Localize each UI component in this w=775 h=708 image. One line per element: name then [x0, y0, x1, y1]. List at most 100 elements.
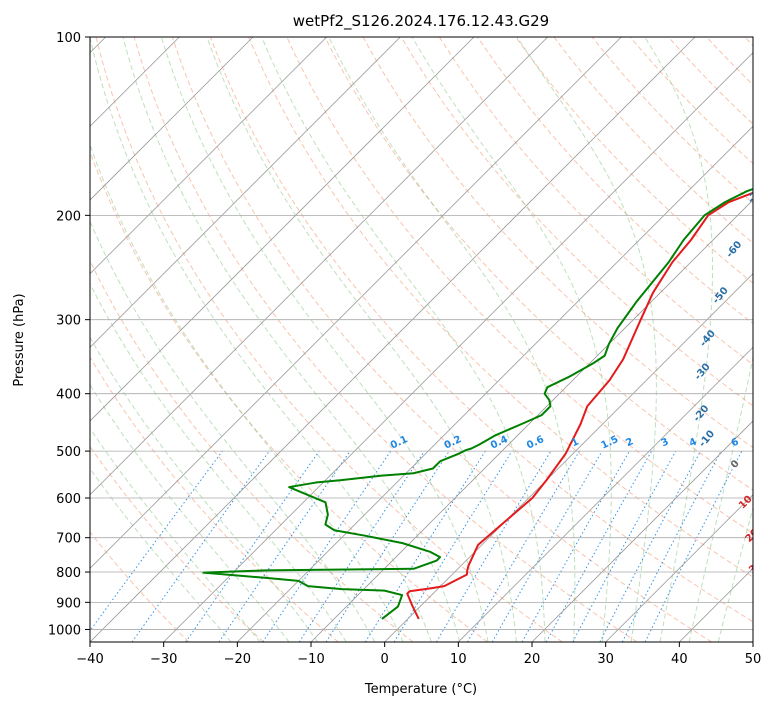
- moist-adiabat-line: [206, 37, 517, 642]
- moist-adiabat-line: [328, 37, 576, 642]
- dry-adiabat-line: [90, 150, 488, 642]
- mixing-ratio-line: [599, 450, 701, 642]
- moist-adiabat-line: [90, 383, 290, 642]
- x-axis: −40 −30 −20 −10 0 10 20 30 40 50: [76, 642, 761, 667]
- moist-adiabat-line: [90, 282, 347, 642]
- chart-title: wetPf2_S126.2024.176.12.43.G29: [293, 12, 549, 31]
- dry-adiabat-label: -80: [766, 141, 775, 162]
- mixing-ratio-label: 4: [688, 436, 699, 449]
- isotherm-gridline: [163, 52, 753, 642]
- y-tick-label: 700: [56, 532, 81, 547]
- y-tick-label: 400: [56, 388, 81, 403]
- x-tick-label: −20: [224, 652, 251, 667]
- temperature-line: [406, 191, 753, 620]
- mixing-ratio-line: [90, 450, 223, 632]
- dry-adiabat-line: [210, 37, 753, 623]
- mixing-ratio-label: 0.1: [389, 434, 410, 451]
- y-tick-label: 600: [56, 492, 81, 507]
- moist-adiabat-label: 10: [737, 494, 755, 512]
- mixing-ratio-line: [644, 450, 743, 642]
- mixing-ratio-label: 1: [570, 436, 581, 449]
- isotherm-gridline: [458, 346, 753, 642]
- x-tick-label: 10: [450, 652, 467, 667]
- moist-adiabat-label: 40: [764, 586, 775, 604]
- x-tick-label: 50: [745, 652, 762, 667]
- moist-adiabat-line: [122, 37, 461, 642]
- mixing-ratio-label: 0.6: [525, 434, 546, 451]
- mixing-ratio-line: [435, 450, 552, 642]
- isotherm-gridline: [384, 273, 753, 642]
- dry-adiabat-line: [90, 445, 264, 642]
- x-tick-label: −40: [76, 652, 103, 667]
- background-lines: [90, 37, 753, 642]
- mixing-ratio-line: [521, 450, 630, 642]
- dry-adiabat-line: [744, 37, 753, 47]
- dry-adiabat-line: [90, 259, 414, 642]
- isotherm-gridline: [679, 567, 753, 642]
- moist-adiabat-line: [261, 37, 546, 642]
- moist-adiabat-line: [90, 427, 261, 642]
- isotherm-gridline: [237, 125, 753, 642]
- y-tick-label: 300: [56, 314, 81, 329]
- mixing-ratio-line: [298, 450, 425, 642]
- moist-adiabat-line: [516, 37, 657, 642]
- dry-adiabat-line: [171, 37, 712, 642]
- mixing-ratio-line: [572, 450, 677, 642]
- isotherm-gridline: [752, 641, 753, 642]
- mixing-ratio-line: [621, 450, 722, 642]
- dry-adiabat-line: [324, 37, 753, 491]
- dry-adiabat-line: [553, 37, 753, 244]
- isotherm-gridline: [90, 37, 548, 496]
- mixing-ratio-label: 8: [758, 436, 769, 449]
- y-tick-label: 100: [56, 31, 81, 46]
- moist-adiabat-line: [90, 220, 376, 642]
- moist-adiabat-line: [411, 37, 612, 642]
- y-axis: 100 200 300 400 500 600 700 800 900 1000: [48, 31, 90, 638]
- x-tick-label: −30: [150, 652, 177, 667]
- moist-adiabat-line: [90, 143, 404, 642]
- isotherm-gridline: [90, 37, 475, 422]
- dry-adiabat-label: -30: [693, 362, 713, 383]
- x-tick-label: 40: [671, 652, 688, 667]
- isotherm-gridline: [90, 37, 401, 348]
- isotherm-gridline: [90, 37, 696, 642]
- dry-adiabat-line: [95, 37, 563, 642]
- isotherm-gridline: [531, 420, 753, 642]
- dry-adiabat-line: [477, 37, 753, 325]
- isotherm-gridline: [90, 37, 622, 569]
- moist-adiabat-line: [90, 467, 232, 642]
- isotherm-gridline: [90, 37, 254, 201]
- isotherm-gridline: [90, 37, 327, 275]
- gridlines: [90, 37, 753, 642]
- dry-adiabat-label: -40: [698, 328, 718, 349]
- isotherm-gridline: [605, 494, 753, 642]
- dewpoint-line: [202, 187, 753, 620]
- y-tick-label: 800: [56, 566, 81, 581]
- y-tick-label: 1000: [48, 623, 81, 638]
- y-tick-label: 200: [56, 209, 81, 224]
- moist-adiabat-line: [688, 355, 753, 642]
- dry-adiabat-label: -60: [724, 239, 744, 260]
- dry-adiabat-label: -70: [746, 185, 766, 206]
- mixing-ratio-line: [545, 450, 653, 642]
- dry-adiabat-label: 0: [729, 458, 742, 470]
- moist-adiabat-label: 20: [744, 527, 762, 545]
- dry-adiabat-line: [90, 531, 190, 642]
- x-tick-label: 20: [524, 652, 541, 667]
- moist-adiabat-line: [160, 37, 489, 642]
- dry-adiabat-line: [706, 37, 753, 86]
- moist-adiabat-label: 30: [747, 558, 765, 576]
- mixing-ratio-line: [218, 450, 351, 642]
- dry-adiabat-line: [133, 37, 638, 642]
- moist-adiabat-line: [90, 37, 432, 642]
- mixing-ratio-line: [185, 450, 320, 642]
- series-layer: [202, 187, 753, 620]
- y-axis-label: Pressure (hPa): [12, 293, 27, 386]
- x-axis-label: Temperature (°C): [364, 682, 477, 697]
- moist-adiabat-line: [90, 336, 319, 642]
- plot-frame: [89, 36, 754, 643]
- dry-adiabat-line: [515, 37, 753, 284]
- x-tick-label: 30: [597, 652, 614, 667]
- mixing-ratio-label: 2: [624, 436, 635, 449]
- isotherm-gridline: [310, 199, 753, 642]
